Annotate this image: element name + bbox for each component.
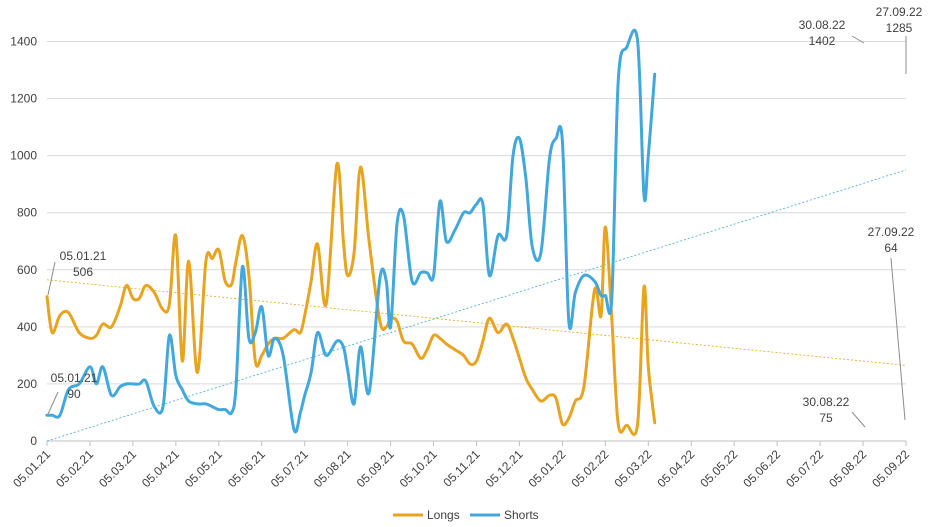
x-tick-label: 05.02.21 xyxy=(53,447,96,490)
x-tick-label: 05.06.22 xyxy=(740,447,783,490)
annotations: 05.01.21 506 05.01.21 90 30.08.22 1402 27.09.2… xyxy=(47,5,923,428)
trendline-longs xyxy=(46,279,907,366)
legend: Longs Shorts xyxy=(393,508,539,522)
series-line-shorts xyxy=(45,28,657,434)
y-tick-label: 800 xyxy=(17,206,37,220)
x-tick-label: 05.05.21 xyxy=(182,447,225,490)
x-tick-label: 05.01.22 xyxy=(526,447,569,490)
x-tick-label: 05.07.21 xyxy=(268,447,311,490)
annotation-value: 1285 xyxy=(886,21,913,35)
annotation-leader xyxy=(47,261,56,296)
y-tick-label: 400 xyxy=(17,320,37,334)
x-tick-label: 05.04.21 xyxy=(139,447,182,490)
trendline-shorts xyxy=(46,169,907,442)
x-tick-label: 05.10.21 xyxy=(397,447,440,490)
series-lines xyxy=(45,28,657,436)
y-tick-label: 1200 xyxy=(10,92,37,106)
y-tick-label: 0 xyxy=(30,434,37,448)
x-tick-label: 05.02.22 xyxy=(569,447,612,490)
annotation-date: 30.08.22 xyxy=(803,395,850,409)
x-tick-label: 05.03.21 xyxy=(96,447,139,490)
annotation-value: 64 xyxy=(884,241,898,255)
annotation-value: 90 xyxy=(67,387,81,401)
annotation-date: 05.01.21 xyxy=(51,371,98,385)
x-tick-label: 05.08.21 xyxy=(311,447,354,490)
y-tick-label: 1400 xyxy=(10,35,37,49)
y-tick-label: 600 xyxy=(17,263,37,277)
x-tick-label: 05.01.21 xyxy=(10,447,53,490)
annotation-date: 27.09.22 xyxy=(876,5,923,19)
x-tick-label: 05.09.21 xyxy=(354,447,397,490)
y-tick-label: 1000 xyxy=(10,149,37,163)
x-tick-label: 05.05.22 xyxy=(697,447,740,490)
legend-label-longs: Longs xyxy=(427,508,460,522)
annotation-leader xyxy=(851,411,866,428)
x-axis-ticks: 05.01.21 05.02.21 05.03.21 05.04.21 05.05.21… xyxy=(10,441,912,490)
x-tick-label: 05.08.22 xyxy=(826,447,869,490)
series-line-longs xyxy=(45,161,657,436)
y-axis-ticks: 0 200 400 600 800 1000 1200 1400 xyxy=(10,35,37,448)
annotation-leader xyxy=(47,391,59,415)
x-tick-label: 05.09.22 xyxy=(869,447,912,490)
x-tick-label: 05.12.21 xyxy=(483,447,526,490)
annotation-value: 1402 xyxy=(809,34,836,48)
x-tick-label: 05.06.21 xyxy=(225,447,268,490)
annotation-date: 30.08.22 xyxy=(799,18,846,32)
y-tick-label: 200 xyxy=(17,377,37,391)
legend-label-shorts: Shorts xyxy=(504,508,539,522)
x-tick-label: 05.03.22 xyxy=(611,447,654,490)
annotation-leader xyxy=(890,257,906,421)
x-tick-label: 05.07.22 xyxy=(783,447,826,490)
grid-lines xyxy=(47,41,906,385)
annotation-value: 75 xyxy=(819,411,833,425)
annotation-value: 506 xyxy=(73,265,93,279)
annotation-date: 27.09.22 xyxy=(868,225,915,239)
annotation-leader xyxy=(851,35,865,44)
x-tick-label: 05.11.21 xyxy=(440,447,483,490)
x-tick-label: 05.04.22 xyxy=(654,447,697,490)
trendlines xyxy=(46,169,907,442)
annotation-date: 05.01.21 xyxy=(60,249,107,263)
